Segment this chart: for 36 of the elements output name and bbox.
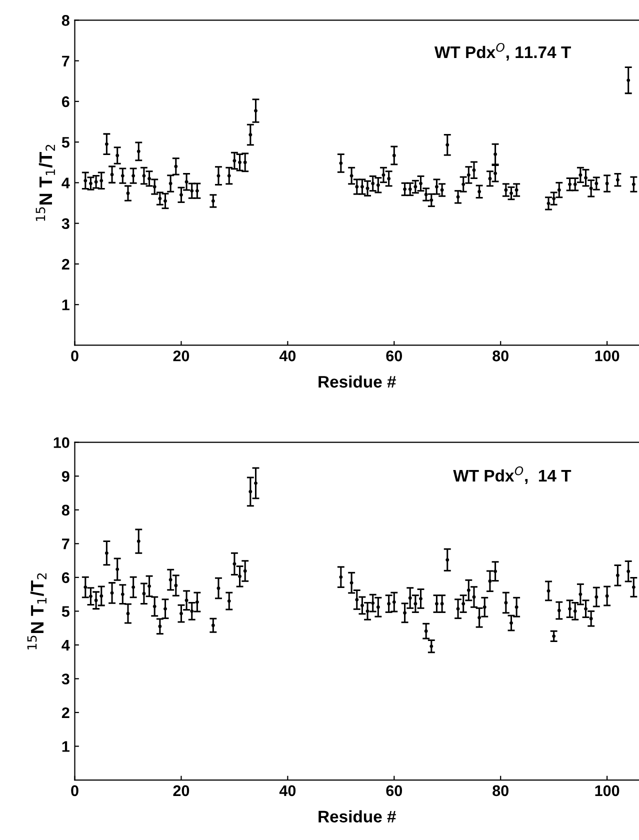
y-tick-label: 9: [62, 470, 70, 482]
x-tick-label: 0: [71, 785, 78, 796]
y-tick-label: 2: [62, 707, 70, 718]
x-tick-label: 100: [595, 785, 620, 796]
x-tick-label: 60: [386, 785, 402, 796]
y-tick-label: 8: [62, 504, 70, 516]
y-tick-label: 3: [62, 218, 70, 230]
y-tick-label: 6: [62, 572, 70, 584]
x-tick-label: 80: [492, 785, 508, 796]
y-tick-label: 6: [62, 96, 70, 108]
x-tick-label: 60: [386, 350, 402, 362]
x-axis-title: Residue #: [318, 375, 396, 388]
x-tick-label: 40: [279, 785, 296, 796]
x-axis-title: Residue #: [318, 810, 396, 822]
x-tick-label: 80: [492, 350, 508, 362]
x-tick-label: 20: [173, 785, 190, 796]
y-tick-label: 1: [62, 300, 70, 310]
y-tick-label: 2: [62, 258, 70, 270]
y-tick-label: 7: [62, 538, 70, 550]
y-tick-label: 7: [62, 56, 70, 66]
y-tick-label: 3: [62, 674, 70, 684]
y-tick-label: 4: [62, 178, 70, 188]
y-axis-title: $^{15}$N T$_{1}$/T$_{2}$: [36, 144, 55, 221]
x-tick-label: 0: [71, 350, 78, 362]
x-tick-label: 20: [173, 350, 190, 362]
y-tick-label: 1: [62, 741, 70, 752]
y-tick-label: 10: [54, 437, 70, 448]
y-tick-label: 5: [62, 137, 70, 148]
x-tick-label: 100: [595, 350, 620, 362]
annotation: WT Pdx$^{O}$, 14 T: [453, 466, 572, 484]
x-tick-label: 40: [279, 350, 296, 362]
y-axis-title: $^{15}$N T$_{1}$/T$_{2}$: [27, 573, 46, 650]
y-tick-label: 8: [62, 15, 70, 26]
y-tick-label: 5: [62, 606, 70, 617]
annotation: WT Pdx$^{O}$, 11.74 T: [434, 42, 571, 61]
y-tick-label: 4: [62, 640, 70, 650]
